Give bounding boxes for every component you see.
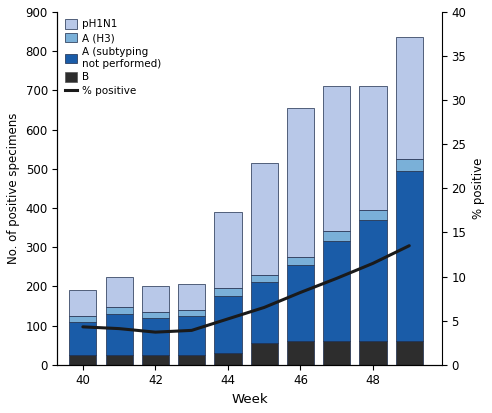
Bar [359, 341, 387, 365]
Bar [323, 241, 350, 341]
Bar [323, 341, 350, 365]
Bar [215, 288, 242, 296]
Bar [178, 310, 205, 316]
Bar [287, 257, 314, 265]
Bar [396, 159, 423, 171]
Y-axis label: No. of positive specimens: No. of positive specimens [7, 113, 20, 264]
Bar [105, 307, 133, 314]
Bar [250, 163, 278, 275]
Bar [287, 341, 314, 365]
Bar [215, 353, 242, 365]
Y-axis label: % positive: % positive [472, 158, 485, 219]
Bar [396, 38, 423, 159]
Bar [142, 355, 169, 365]
Bar [250, 282, 278, 343]
Bar [105, 277, 133, 307]
Bar [178, 285, 205, 310]
Bar [396, 171, 423, 341]
Bar [215, 212, 242, 288]
Bar [69, 355, 96, 365]
Bar [69, 316, 96, 322]
Bar [69, 322, 96, 355]
Bar [69, 290, 96, 316]
Bar [142, 286, 169, 312]
Bar [105, 355, 133, 365]
Bar [142, 312, 169, 318]
Bar [178, 355, 205, 365]
Bar [250, 275, 278, 282]
Bar [142, 318, 169, 355]
Bar [396, 341, 423, 365]
Bar [359, 220, 387, 341]
Bar [287, 265, 314, 341]
Bar [250, 343, 278, 365]
Bar [359, 86, 387, 210]
Bar [287, 108, 314, 257]
Bar [178, 316, 205, 355]
Bar [359, 210, 387, 220]
Bar [323, 231, 350, 241]
Bar [323, 86, 350, 231]
Bar [215, 296, 242, 353]
Bar [105, 314, 133, 355]
Legend: pH1N1, A (H3), A (subtyping
not performed), B, % positive: pH1N1, A (H3), A (subtyping not performe… [62, 17, 164, 98]
X-axis label: Week: Week [231, 393, 268, 406]
